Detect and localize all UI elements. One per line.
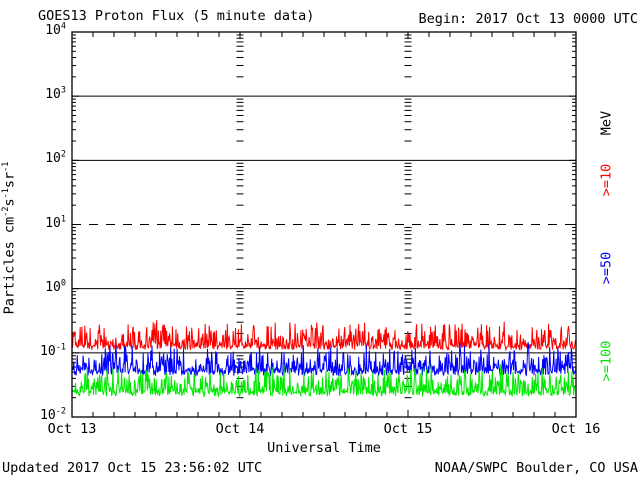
x-tick-label-oct-16: Oct 16 (551, 421, 601, 437)
y-tick-label-1e1: 101 (45, 214, 66, 231)
x-tick-label-oct-14: Oct 14 (215, 421, 265, 437)
begin-timestamp: Begin: 2017 Oct 13 0000 UTC (418, 11, 638, 27)
legend-channel-10: >=10 (598, 163, 615, 197)
x-tick-label-oct-15: Oct 15 (383, 421, 433, 437)
legend-channel-50: >=50 (598, 251, 615, 285)
legend-channel-100: >=100 (598, 340, 615, 382)
source-credit: NOAA/SWPC Boulder, CO USA (434, 460, 638, 476)
plot-frame (71, 31, 577, 418)
flux-trace-gege100 (72, 363, 576, 398)
y-tick-label-1e2: 102 (45, 150, 66, 167)
legend-units-mev: MeV (598, 110, 615, 136)
y-tick-label-1e0: 100 (45, 278, 66, 295)
y-tick-label-1e-1: 10-1 (40, 342, 66, 359)
flux-trace-gege50 (72, 342, 576, 378)
y-axis-title: Particles cm-2s-1sr-1 (0, 161, 18, 315)
x-tick-label-oct-13: Oct 13 (47, 421, 97, 437)
updated-timestamp: Updated 2017 Oct 15 23:56:02 UTC (2, 460, 263, 476)
x-axis-title: Universal Time (267, 440, 381, 456)
flux-trace-gege10 (72, 319, 576, 352)
y-tick-label-1e-2: 10-2 (40, 406, 66, 423)
y-tick-label-1e3: 103 (45, 85, 66, 103)
y-tick-label-1e4: 104 (45, 21, 66, 38)
chart-title: GOES13 Proton Flux (5 minute data) (38, 8, 315, 24)
